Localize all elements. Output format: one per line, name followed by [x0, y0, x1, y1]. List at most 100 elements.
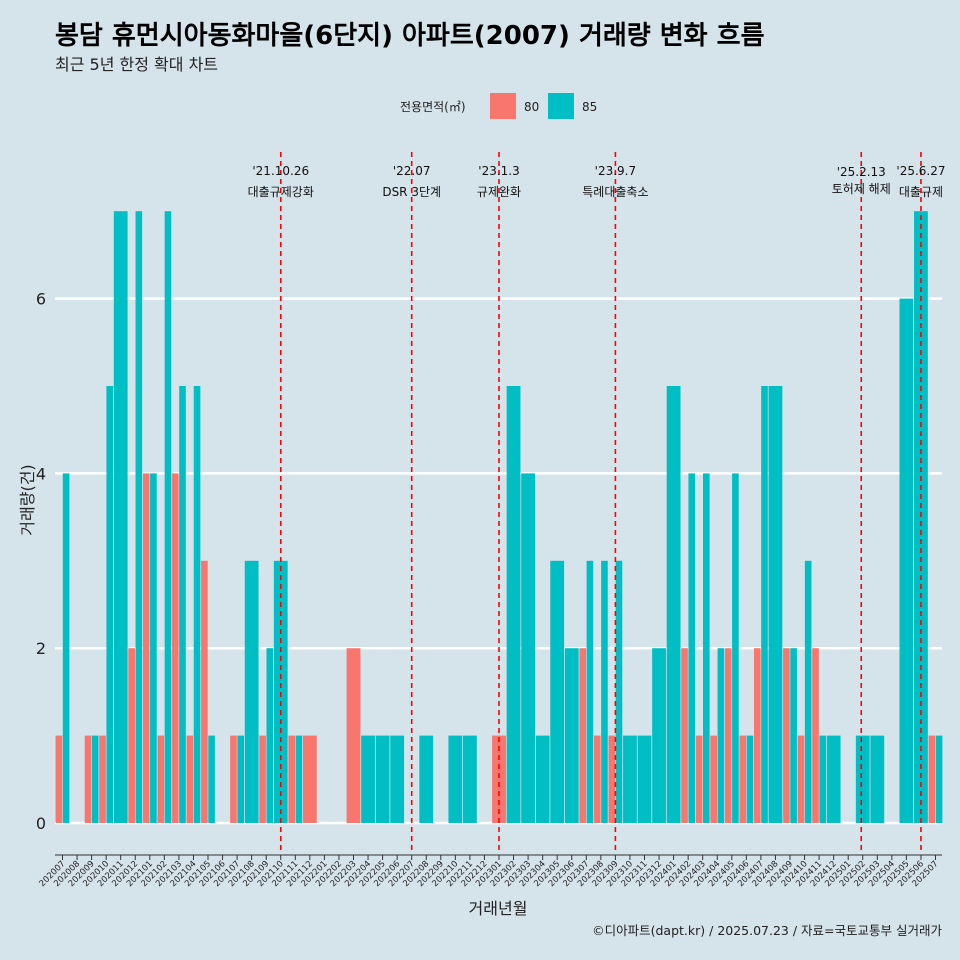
event-lines: '21.10.26 대출규제강화 '22.07 DSR 3단계 '23.1.3 규제완화 '…	[248, 152, 946, 850]
bar-80	[754, 648, 761, 823]
bar-80	[783, 648, 790, 823]
chart-subtitle: 최근 5년 한정 확대 차트	[55, 55, 218, 74]
bar-80	[346, 648, 361, 823]
legend-swatch-80	[490, 93, 516, 119]
bar-80	[710, 735, 717, 823]
bar-85	[208, 735, 215, 823]
bar-85	[506, 386, 521, 823]
bar-80	[593, 735, 601, 823]
bar-85	[106, 386, 114, 823]
bar-80	[99, 735, 106, 823]
bar-85	[637, 735, 652, 823]
bar-85	[623, 735, 637, 823]
bar-85	[935, 735, 943, 823]
bar-85	[790, 648, 797, 823]
bar-85	[113, 211, 128, 823]
bar-85	[761, 386, 768, 823]
bar-85	[521, 473, 535, 823]
bar-80	[302, 735, 317, 823]
y-tick-label: 6	[36, 290, 46, 309]
bar-85	[601, 560, 608, 823]
bar-85	[244, 560, 259, 823]
bar-80	[186, 735, 194, 823]
legend-label-85: 85	[582, 100, 597, 114]
bar-85	[295, 735, 303, 823]
bar-80	[128, 648, 135, 823]
x-axis-label: 거래년월	[469, 899, 528, 918]
event-label: 규제완화	[477, 185, 521, 199]
event-date: '21.10.26	[252, 164, 309, 178]
bar-85	[899, 298, 914, 824]
bar-80	[259, 735, 266, 823]
bar-85	[179, 386, 186, 823]
bar-80	[288, 735, 295, 823]
bar-80	[579, 648, 586, 823]
bar-85	[615, 560, 623, 823]
bar-85	[135, 211, 143, 823]
bar-85	[804, 560, 812, 823]
chart-title: 봉담 휴먼시아동화마을(6단지) 아파트(2007) 거래량 변화 흐름	[55, 21, 765, 51]
bar-80	[608, 735, 616, 823]
bar-85	[855, 735, 870, 823]
bar-85	[688, 473, 696, 823]
event-label: 토허제 해제	[832, 182, 891, 196]
bar-85	[564, 648, 579, 823]
event-label: 대출규제강화	[248, 185, 314, 199]
bar-80	[142, 473, 150, 823]
bar-85	[652, 648, 666, 823]
bar-85	[375, 735, 390, 823]
bar-80	[812, 648, 819, 823]
bar-85	[550, 560, 565, 823]
bar-80	[681, 648, 688, 823]
bar-85	[91, 735, 99, 823]
bar-85	[361, 735, 375, 823]
event-label: 대출규제	[899, 185, 943, 199]
caption: ©디아파트(dapt.kr) / 2025.07.23 / 자료=국토교통부 실…	[592, 923, 942, 938]
bar-85	[819, 735, 826, 823]
event-date: '23.1.3	[478, 164, 519, 178]
event-date: '25.2.13	[837, 165, 886, 179]
event-date: '23.9.7	[595, 164, 636, 178]
bar-85	[273, 560, 288, 823]
legend-label-80: 80	[524, 100, 539, 114]
bar-85	[266, 648, 274, 823]
bar-80	[492, 735, 506, 823]
bar-85	[914, 211, 928, 823]
bar-85	[193, 386, 201, 823]
bars	[55, 211, 943, 824]
bar-85	[463, 735, 477, 823]
bar-80	[157, 735, 165, 823]
bar-85	[419, 735, 434, 823]
event-label: 특례대출축소	[582, 185, 648, 199]
bar-80	[84, 735, 92, 823]
event-label: DSR 3단계	[382, 185, 441, 199]
y-axis: 0 2 4 6	[36, 290, 46, 833]
event-date: '22.07	[393, 164, 431, 178]
bar-85	[237, 735, 244, 823]
legend: 전용면적(㎡) 80 85	[400, 93, 597, 119]
bar-85	[535, 735, 550, 823]
bar-85	[870, 735, 885, 823]
bar-85	[164, 211, 172, 823]
bar-80	[739, 735, 747, 823]
bar-80	[172, 473, 179, 823]
bar-85	[717, 648, 725, 823]
bar-85	[390, 735, 405, 823]
bar-85	[666, 386, 681, 823]
bar-80	[55, 735, 63, 823]
bar-85	[150, 473, 157, 823]
bar-85	[746, 735, 754, 823]
bar-85	[62, 473, 70, 823]
bar-80	[724, 648, 732, 823]
bar-85	[768, 386, 783, 823]
legend-swatch-85	[548, 93, 574, 119]
x-axis: 2020072020082020092020102020112020122021…	[38, 854, 942, 889]
bar-80	[230, 735, 237, 823]
bar-85	[732, 473, 739, 823]
y-tick-label: 2	[36, 639, 46, 658]
bar-80	[201, 560, 208, 823]
bar-85	[586, 560, 594, 823]
bar-85	[826, 735, 841, 823]
bar-80	[928, 735, 936, 823]
